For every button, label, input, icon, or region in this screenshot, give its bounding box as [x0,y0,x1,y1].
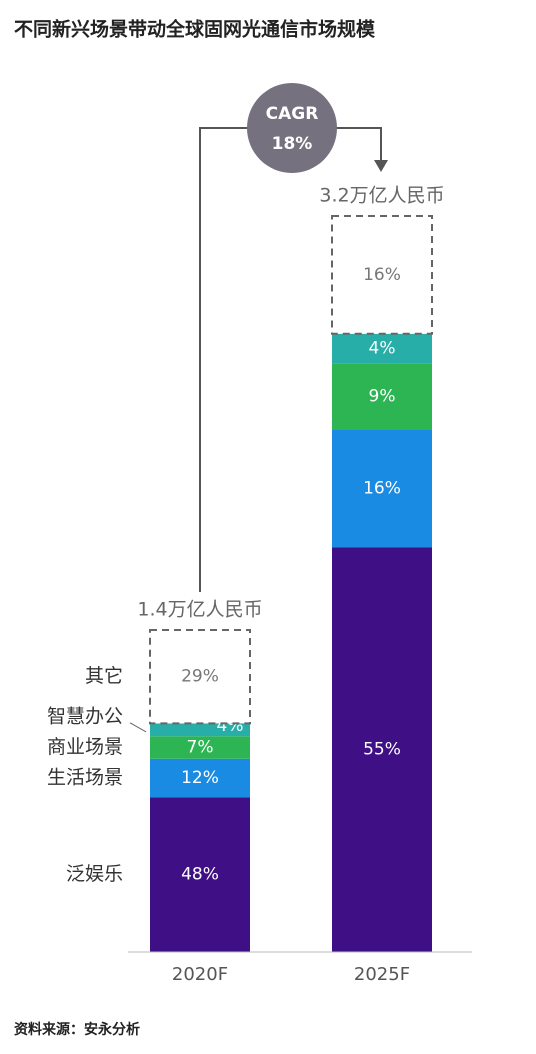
legend-label: 泛娱乐 [66,863,123,885]
x-tick-label: 2020F [172,964,228,985]
value-label: 16% [363,478,401,498]
bar-segment [150,797,250,952]
total-label: 3.2万亿人民币 [319,185,444,207]
value-label: 29% [181,667,219,687]
leader-line [129,722,147,733]
value-label: 9% [369,386,396,406]
cagr-label: CAGR [266,104,319,124]
bar-segment [150,758,250,798]
cagr-value: 18% [272,134,313,154]
cagr-circle [247,83,337,173]
bar-segment [150,736,250,759]
cagr-arrow [374,160,388,172]
bar-segment [332,363,432,430]
bar-segment [149,629,251,725]
legend-label: 智慧办公 [47,705,123,727]
legend-label: 商业场景 [47,736,123,758]
value-label: 55% [363,740,401,760]
value-label: 48% [181,865,219,885]
bar-segment [332,547,432,952]
bar-segment [332,333,432,364]
bar-segment [332,429,432,548]
value-label: 12% [181,768,219,788]
value-label: 4% [369,338,396,358]
value-label: 16% [363,265,401,285]
chart-title: 不同新兴场景带动全球固网光通信市场规模 [14,18,376,41]
value-label: 7% [187,738,214,758]
legend-label: 其它 [85,665,123,687]
bar-segment [331,215,433,335]
total-label: 1.4万亿人民币 [137,599,262,621]
legend-label: 生活场景 [47,767,123,789]
source: 资料来源：安永分析 [14,1021,140,1038]
x-tick-label: 2025F [354,964,410,985]
